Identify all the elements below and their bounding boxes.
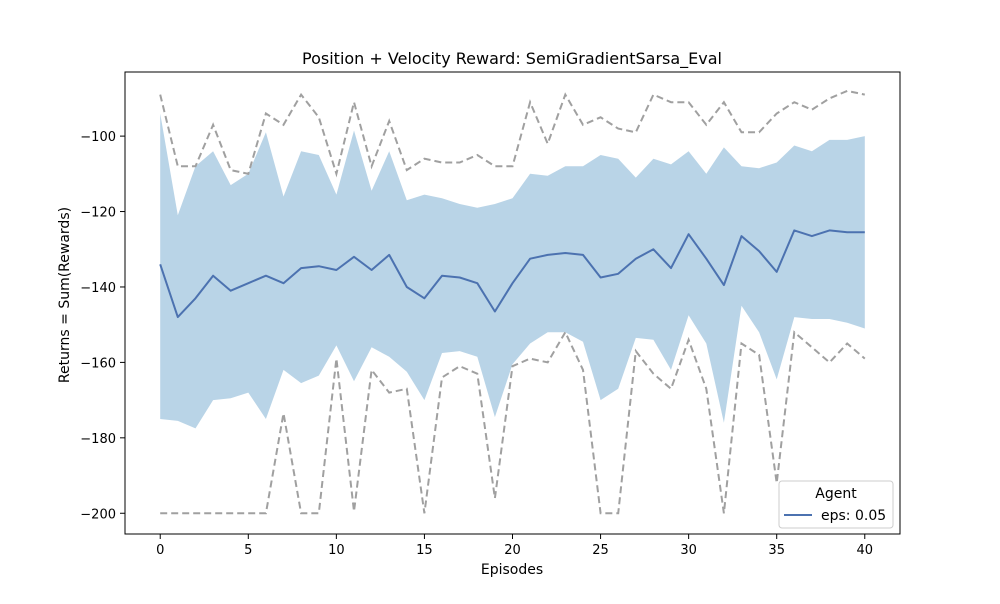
- x-axis-label: Episodes: [481, 562, 543, 578]
- x-tick-label: 10: [328, 543, 345, 558]
- legend: Agent eps: 0.05: [778, 480, 894, 529]
- x-tick-label: 20: [504, 543, 521, 558]
- y-tick-label: −140: [80, 281, 116, 296]
- x-tick-label: 25: [592, 543, 609, 558]
- y-tick-label: −160: [80, 356, 116, 371]
- y-tick-label: −100: [80, 130, 116, 145]
- x-tick-label: 15: [416, 543, 433, 558]
- x-tick-label: 35: [768, 543, 785, 558]
- axes: 0 5 10 15 20 25 30 35 40 −200 −180 −160 −140 −120 −100: [80, 130, 873, 558]
- plot-area: [159, 89, 866, 515]
- legend-title: Agent: [815, 486, 857, 502]
- x-tick-label: 5: [244, 543, 252, 558]
- chart-title: Position + Velocity Reward: SemiGradient…: [302, 49, 722, 69]
- min-bound-line: [160, 330, 866, 515]
- x-tick-label: 40: [856, 543, 873, 558]
- legend-entry-label: eps: 0.05: [821, 508, 886, 524]
- max-bound-line: [159, 89, 866, 178]
- series-line-mean: [159, 229, 865, 319]
- x-tick-label: 30: [680, 543, 697, 558]
- x-tick-label: 0: [156, 543, 164, 558]
- legend-box: [778, 480, 894, 529]
- y-tick-label: −120: [80, 206, 116, 221]
- std-band: [160, 113, 865, 429]
- y-tick-label: −200: [80, 507, 116, 522]
- y-axis-label: Returns = Sum(Rewards): [57, 207, 73, 383]
- y-tick-label: −180: [80, 432, 116, 447]
